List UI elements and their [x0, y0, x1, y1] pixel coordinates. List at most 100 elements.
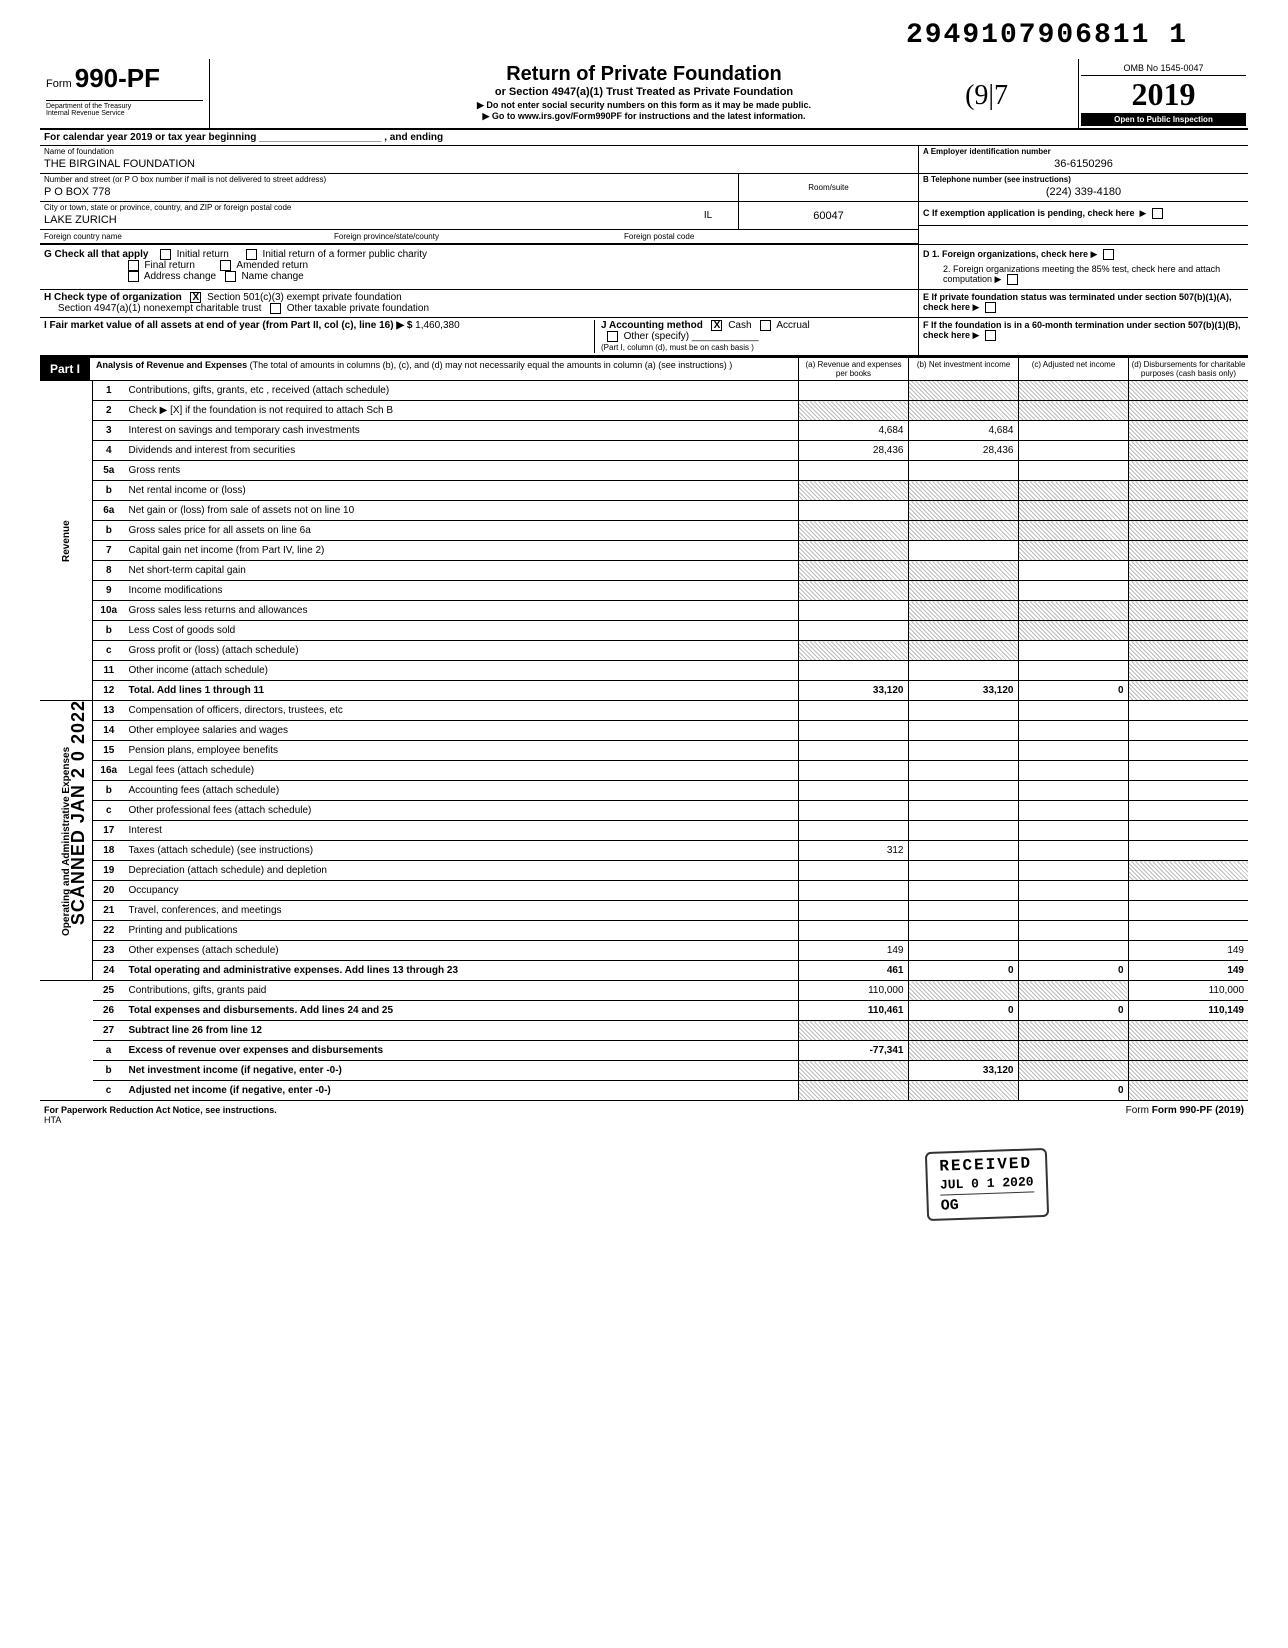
line-description: Gross sales price for all assets on line… [125, 521, 799, 541]
cell-col-b [908, 801, 1018, 821]
initial-return-label: Initial return [177, 249, 229, 260]
cell-col-a [798, 621, 908, 641]
line-description: Excess of revenue over expenses and disb… [125, 1041, 799, 1061]
form-box: Form 990-PF Department of the Treasury I… [40, 59, 210, 128]
table-row: bNet investment income (if negative, ent… [40, 1061, 1248, 1081]
cell-col-c [1018, 801, 1128, 821]
title-box: Return of Private Foundation or Section … [210, 59, 1078, 128]
line-description: Gross profit or (loss) (attach schedule) [125, 641, 799, 661]
final-return-checkbox[interactable] [128, 260, 139, 271]
f-checkbox[interactable] [985, 330, 996, 341]
other-method-checkbox[interactable] [607, 331, 618, 342]
form-header: Form 990-PF Department of the Treasury I… [40, 59, 1248, 130]
table-row: 26Total expenses and disbursements. Add … [40, 1001, 1248, 1021]
cell-col-d [1128, 801, 1248, 821]
cell-col-d: 110,000 [1128, 981, 1248, 1001]
initial-return-checkbox[interactable] [160, 249, 171, 260]
cell-col-c [1018, 421, 1128, 441]
cell-col-b: 0 [908, 961, 1018, 981]
cell-col-c [1018, 521, 1128, 541]
line-number: 9 [93, 581, 125, 601]
d2-checkbox[interactable] [1007, 274, 1018, 285]
h-501c3-checkbox[interactable]: X [190, 292, 201, 303]
cell-col-b: 0 [908, 1001, 1018, 1021]
line-description: Occupancy [125, 881, 799, 901]
cell-col-d [1128, 481, 1248, 501]
line-number: 20 [93, 881, 125, 901]
part1-table: Revenue1Contributions, gifts, grants, et… [40, 381, 1248, 1102]
line-number: 8 [93, 561, 125, 581]
cell-col-b [908, 501, 1018, 521]
cell-col-a [798, 661, 908, 681]
cell-col-a [798, 781, 908, 801]
cell-col-c [1018, 921, 1128, 941]
line-number: c [93, 801, 125, 821]
cell-col-a [798, 881, 908, 901]
line-number: 27 [93, 1021, 125, 1041]
table-row: Revenue1Contributions, gifts, grants, et… [40, 381, 1248, 401]
cell-col-c [1018, 1041, 1128, 1061]
line-number: 25 [93, 981, 125, 1001]
initial-former-checkbox[interactable] [246, 249, 257, 260]
phone-label: B Telephone number (see instructions) [919, 174, 1248, 185]
table-row: 4Dividends and interest from securities2… [40, 441, 1248, 461]
foundation-zip: 60047 [738, 202, 918, 229]
section-h-label: H Check type of organization [44, 292, 182, 303]
cell-col-b [908, 981, 1018, 1001]
cell-col-a [798, 741, 908, 761]
line-number: c [93, 641, 125, 661]
cell-col-a: 4,684 [798, 421, 908, 441]
d1-checkbox[interactable] [1103, 249, 1114, 260]
line-number: b [93, 1061, 125, 1081]
line-description: Income modifications [125, 581, 799, 601]
name-change-checkbox[interactable] [225, 271, 236, 282]
table-row: 27Subtract line 26 from line 12 [40, 1021, 1248, 1041]
cell-col-a [798, 861, 908, 881]
table-row: 23Other expenses (attach schedule)149149 [40, 941, 1248, 961]
accrual-checkbox[interactable] [760, 320, 771, 331]
line-description: Net rental income or (loss) [125, 481, 799, 501]
table-row: 7Capital gain net income (from Part IV, … [40, 541, 1248, 561]
amended-return-checkbox[interactable] [220, 260, 231, 271]
cell-col-c [1018, 721, 1128, 741]
address-change-checkbox[interactable] [128, 271, 139, 282]
cell-col-d [1128, 821, 1248, 841]
table-row: bAccounting fees (attach schedule) [40, 781, 1248, 801]
cell-col-d [1128, 421, 1248, 441]
e-checkbox[interactable] [985, 302, 996, 313]
ein-label: A Employer identification number [919, 146, 1248, 157]
top-document-number: 2949107906811 1 [40, 20, 1248, 51]
line-description: Compensation of officers, directors, tru… [125, 701, 799, 721]
line-number: 23 [93, 941, 125, 961]
foreign-postal-label: Foreign postal code [624, 232, 914, 241]
main-title: Return of Private Foundation [216, 63, 1072, 86]
h-other-checkbox[interactable] [270, 303, 281, 314]
cell-col-c [1018, 741, 1128, 761]
table-row: 20Occupancy [40, 881, 1248, 901]
line-description: Gross rents [125, 461, 799, 481]
cell-col-b [908, 1081, 1018, 1101]
subtitle: or Section 4947(a)(1) Trust Treated as P… [216, 86, 1072, 98]
line-description: Taxes (attach schedule) (see instruction… [125, 841, 799, 861]
cell-col-d [1128, 761, 1248, 781]
omb-number: OMB No 1545-0047 [1081, 61, 1246, 76]
cell-col-d [1128, 681, 1248, 701]
cell-col-d: 149 [1128, 961, 1248, 981]
year-box: OMB No 1545-0047 2019 Open to Public Ins… [1078, 59, 1248, 128]
cell-col-a [798, 581, 908, 601]
cell-col-b [908, 941, 1018, 961]
table-row: 18Taxes (attach schedule) (see instructi… [40, 841, 1248, 861]
cell-col-d [1128, 581, 1248, 601]
cell-col-b [908, 581, 1018, 601]
cell-col-a [798, 381, 908, 401]
cell-col-d [1128, 881, 1248, 901]
cell-col-b [908, 481, 1018, 501]
section-d1-label: D 1. Foreign organizations, check here [923, 249, 1088, 259]
line-number: b [93, 521, 125, 541]
cash-checkbox[interactable]: X [711, 320, 722, 331]
cell-col-c [1018, 861, 1128, 881]
section-c-checkbox[interactable] [1152, 208, 1163, 219]
cell-col-d [1128, 1021, 1248, 1041]
line-number: 10a [93, 601, 125, 621]
cell-col-b [908, 561, 1018, 581]
